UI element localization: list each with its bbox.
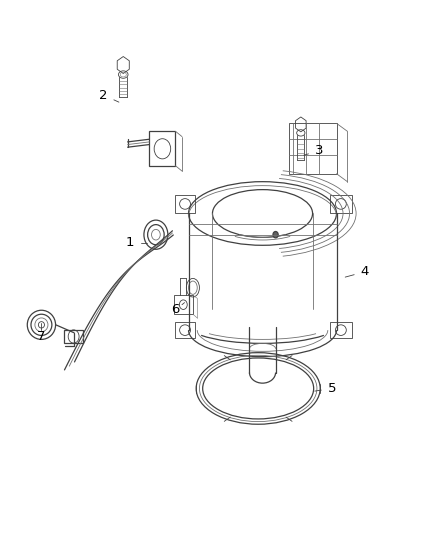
Text: 4: 4: [360, 265, 369, 278]
Text: 6: 6: [171, 303, 180, 317]
Text: 1: 1: [126, 236, 134, 249]
Text: 3: 3: [315, 144, 323, 157]
Text: 2: 2: [99, 88, 108, 102]
Ellipse shape: [273, 231, 278, 238]
Text: 5: 5: [328, 382, 336, 395]
Text: 7: 7: [37, 330, 46, 343]
